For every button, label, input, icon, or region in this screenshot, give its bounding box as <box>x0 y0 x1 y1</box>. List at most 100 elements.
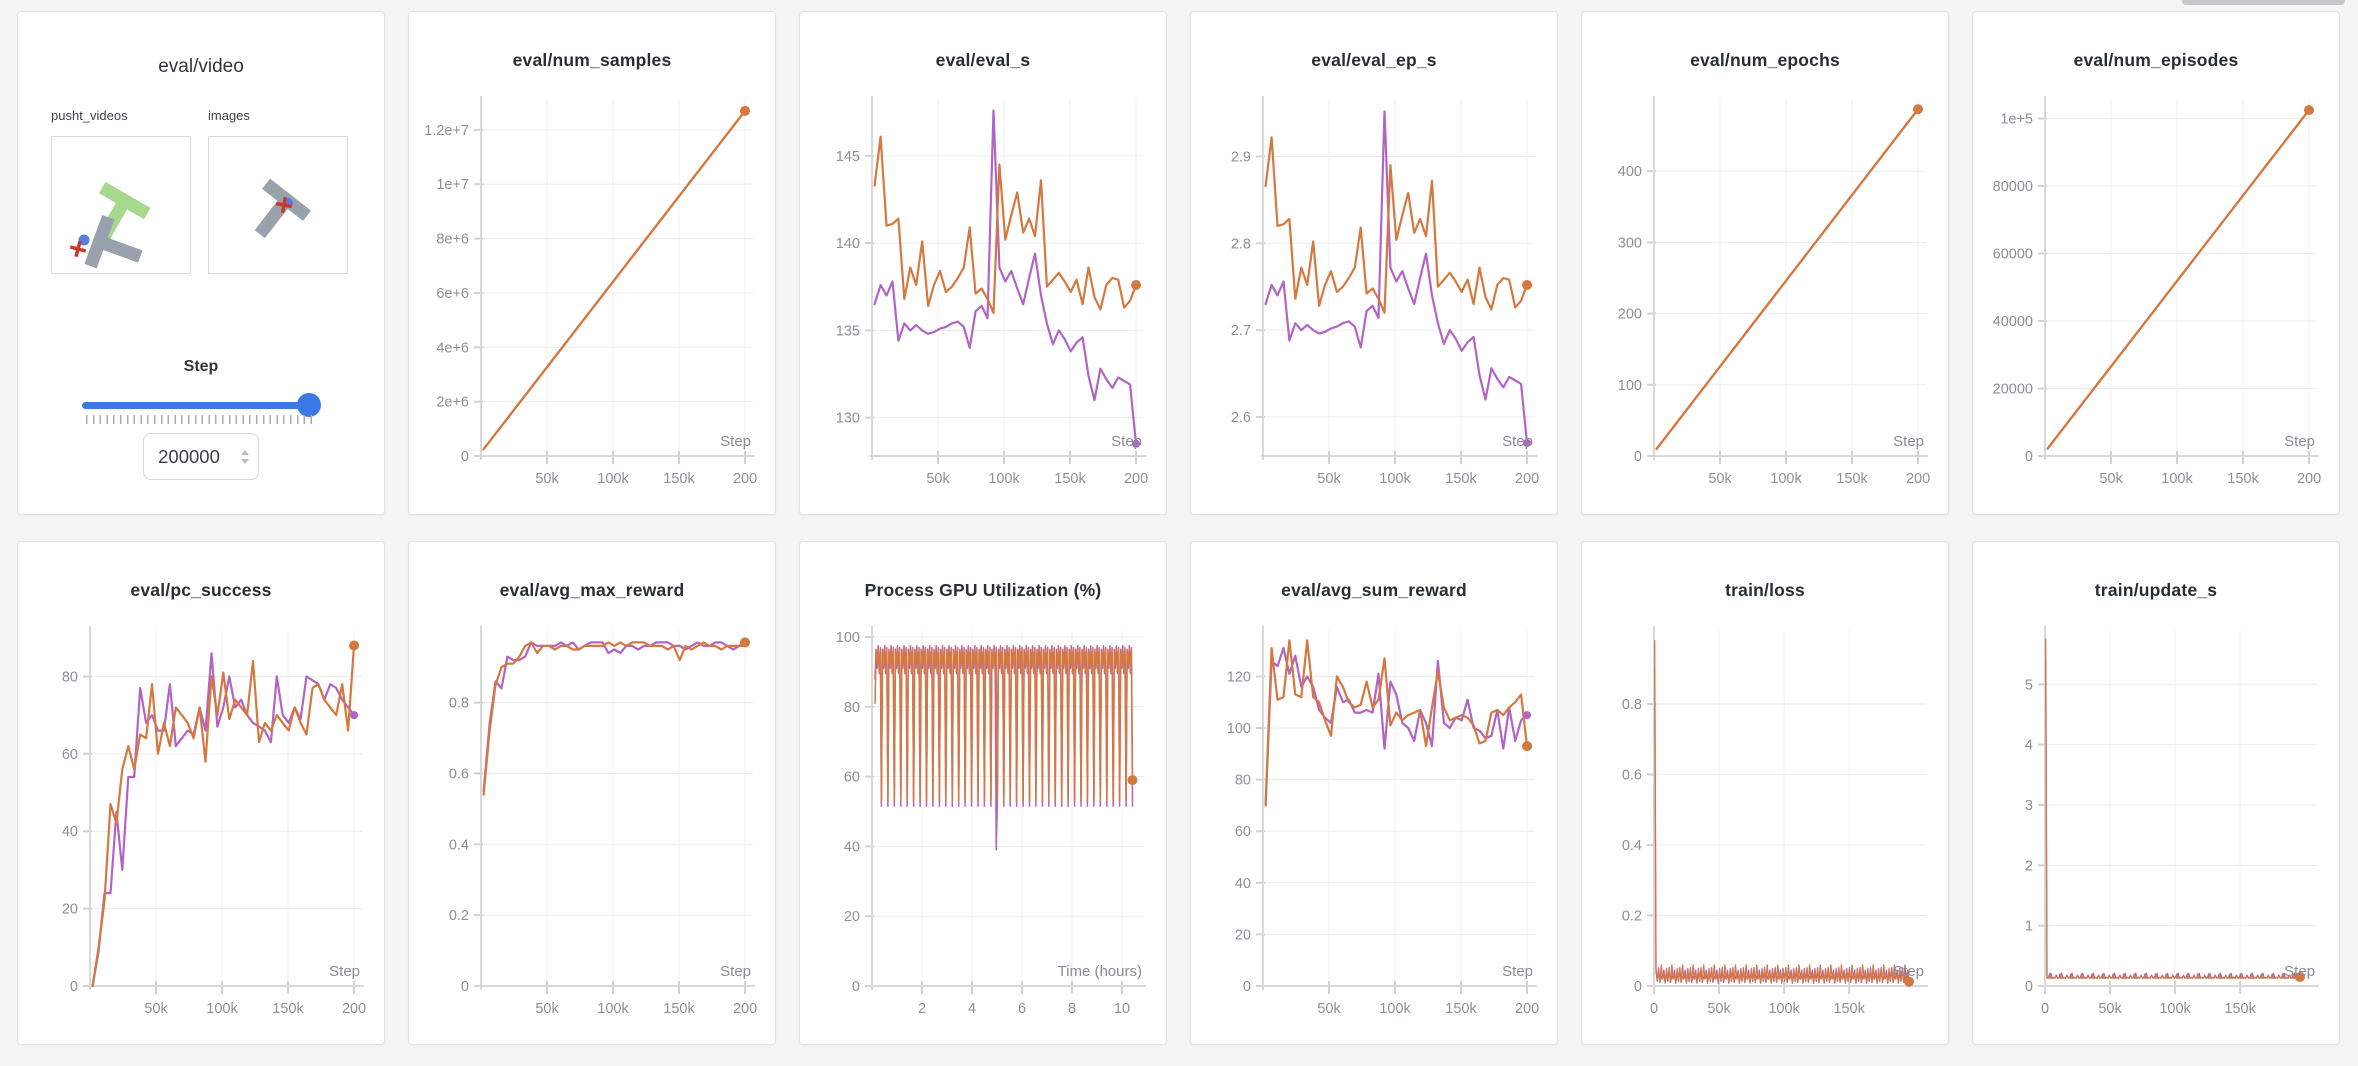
axis-label: 100k <box>597 471 629 487</box>
axis-label: 150k <box>663 471 695 487</box>
series-line-run-orange <box>2045 638 2301 979</box>
axis-label: 80000 <box>1993 179 2033 195</box>
step-down-icon[interactable] <box>241 458 249 464</box>
chart-eval-pc_success[interactable]: 0 20 40 60 80 50k 100k 150k 200 Step <box>18 616 384 1044</box>
step-slider-track[interactable] <box>82 402 320 409</box>
series-line-run-purple <box>1264 110 1529 445</box>
step-up-icon[interactable] <box>241 449 249 455</box>
step-value-input[interactable]: 200000 <box>143 433 259 480</box>
axis-label: 0.4 <box>449 837 469 853</box>
chart-eval-num_samples[interactable]: 0 2e+6 4e+6 6e+6 8e+6 1e+7 1.2e+7 50k 100k 150k 20… <box>409 86 775 514</box>
axis-label: 60 <box>1235 824 1251 840</box>
axis-label: 60 <box>62 747 78 763</box>
axis-label: 150k <box>272 1001 304 1017</box>
x-axis-title: Step <box>1893 963 1924 980</box>
axis-label: 0.8 <box>1622 697 1642 713</box>
axis-label: 0 <box>2025 979 2033 995</box>
axis-label: 1e+5 <box>2000 112 2033 128</box>
chart-title: eval/num_episodes <box>2073 50 2239 70</box>
panel-process-gpu-utilization: Process GPU Utilization (%) 0 20 40 60 80 100 2… <box>799 541 1167 1045</box>
axis-label: 100k <box>1768 1001 1800 1017</box>
axis-label: 50k <box>1707 1001 1731 1017</box>
axis-label: 80 <box>844 700 860 716</box>
stepper-arrows[interactable] <box>241 449 249 464</box>
chart-title: eval/eval_ep_s <box>1311 50 1437 70</box>
axis-label: 60000 <box>1993 247 2033 263</box>
x-axis-title: Step <box>1111 433 1142 450</box>
series-line-run-orange <box>1264 639 1529 807</box>
panel-eval-eval_ep_s: eval/eval_ep_s 2.6 2.7 2.8 2.9 50k 100k 150k 200… <box>1190 11 1558 515</box>
axis-label: 1 <box>2025 919 2033 935</box>
step-slider-handle[interactable] <box>297 393 321 417</box>
step-value: 200000 <box>158 445 220 467</box>
axis-label: 200 <box>1124 471 1148 487</box>
axis-label: 200 <box>733 1001 757 1017</box>
x-axis-title: Step <box>1502 433 1533 450</box>
panel-eval-num_episodes: eval/num_episodes 0 20000 40000 60000 80000 1e… <box>1972 11 2340 515</box>
chart-train-update_s[interactable]: 0 1 2 3 4 5 0 50k 100k 150k Step <box>1973 616 2339 1044</box>
axis-label: 200 <box>1515 471 1539 487</box>
axis-label: 100k <box>206 1001 238 1017</box>
axis-label: 0.8 <box>449 696 469 712</box>
scrollbar-fragment[interactable] <box>2182 0 2345 5</box>
axis-label: 50k <box>1317 1001 1341 1017</box>
axis-label: 20 <box>1235 927 1251 943</box>
chart-eval-num_epochs[interactable]: 0 100 200 300 400 50k 100k 150k 200 Step <box>1582 86 1948 514</box>
series-end-dot-run-orange <box>1522 741 1533 752</box>
axis-label: 2e+6 <box>436 395 469 411</box>
chart-eval-avg_max_reward[interactable]: 0 0.2 0.4 0.6 0.8 50k 100k 150k 200 Step <box>409 616 775 1044</box>
axis-label: 20 <box>62 902 78 918</box>
axis-label: 0.2 <box>449 908 469 924</box>
axis-label: 50k <box>535 471 559 487</box>
axis-label: 300 <box>1618 235 1642 251</box>
series-end-dot-run-orange <box>1903 976 1914 987</box>
chart-eval-eval_s[interactable]: 130 135 140 145 50k 100k 150k 200 Step <box>800 86 1166 514</box>
axis-label: 40 <box>1235 876 1251 892</box>
axis-label: 8 <box>1068 1001 1076 1017</box>
series-line-run-orange <box>874 646 1134 802</box>
media-thumbnail-images[interactable] <box>208 136 348 274</box>
axis-label: 0 <box>1634 979 1642 995</box>
series-line-run-purple <box>1264 647 1529 807</box>
axis-label: 100k <box>2159 1001 2191 1017</box>
media-thumbnail-pusht-videos[interactable] <box>51 136 191 274</box>
axis-label: 1e+7 <box>436 177 469 193</box>
series-line-run-orange <box>482 641 747 796</box>
axis-label: 150k <box>2224 1001 2256 1017</box>
axis-label: 4 <box>2025 738 2033 754</box>
axis-label: 5 <box>2025 677 2033 693</box>
chart-train-loss[interactable]: 0 0.2 0.4 0.6 0.8 0 50k 100k 150k Step <box>1582 616 1948 1044</box>
chart-title: eval/num_epochs <box>1690 50 1840 70</box>
axis-label: 50k <box>1317 471 1341 487</box>
axis-label: 150k <box>2227 471 2259 487</box>
axis-label: 8e+6 <box>436 232 469 248</box>
step-slider-label: Step <box>183 358 219 375</box>
series-line-run-purple <box>482 641 747 793</box>
axis-label: 0 <box>70 979 78 995</box>
axis-label: 1.2e+7 <box>424 123 469 139</box>
panel-eval-video: eval/video pusht_videos images <box>17 11 385 515</box>
axis-label: 200 <box>1906 471 1930 487</box>
series-end-dot-run-orange <box>1913 104 1924 115</box>
series-line-run-orange <box>1654 639 1910 984</box>
chart-eval-avg_sum_reward[interactable]: 0 20 40 60 80 100 120 50k 100k 150k 200 Step <box>1191 616 1557 1044</box>
axis-label: 100k <box>2161 471 2193 487</box>
axis-label: 150k <box>1445 471 1477 487</box>
series-line-run-purple <box>1654 668 1910 984</box>
chart-eval-eval_ep_s[interactable]: 2.6 2.7 2.8 2.9 50k 100k 150k 200 Step <box>1191 86 1557 514</box>
axis-label: 100 <box>836 630 860 646</box>
axis-label: 200 <box>733 471 757 487</box>
chart-title: train/update_s <box>2094 580 2218 600</box>
chart-process-gpu-utilization[interactable]: 0 20 40 60 80 100 2 4 6 8 10 Time (hours) <box>800 616 1166 1044</box>
axis-label: 6e+6 <box>436 286 469 302</box>
media-panel-title: eval/video <box>158 56 244 77</box>
chart-eval-num_episodes[interactable]: 0 20000 40000 60000 80000 1e+5 50k 100k 150k 200 S… <box>1973 86 2339 514</box>
axis-label: 200 <box>342 1001 366 1017</box>
chart-title: Process GPU Utilization (%) <box>864 580 1102 600</box>
axis-label: 400 <box>1618 164 1642 180</box>
axis-label: 0.6 <box>449 766 469 782</box>
pusht-scene-image <box>69 181 151 269</box>
axis-label: 50k <box>2098 1001 2122 1017</box>
series-end-dot-run-orange <box>1131 279 1142 290</box>
